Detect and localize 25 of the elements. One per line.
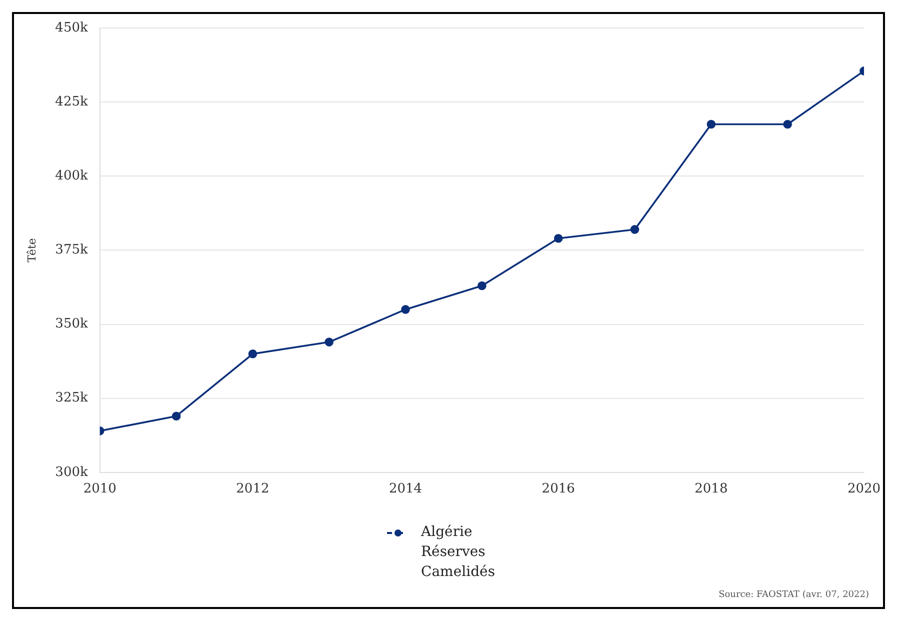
point — [630, 225, 640, 234]
point — [248, 349, 258, 358]
y-tick-label: 450k — [55, 20, 88, 36]
point — [783, 120, 792, 129]
y-axis-title: Tête — [25, 238, 38, 262]
x-tick-label: 2018 — [694, 482, 728, 497]
y-tick-label: 350k — [55, 316, 88, 332]
legend-label: Algérie Réserves Camelidés — [421, 523, 496, 582]
point — [324, 338, 334, 346]
x-tick-label: 2012 — [236, 482, 270, 497]
y-tick-label: 425k — [55, 94, 88, 110]
x-tick-label: 2014 — [388, 482, 422, 497]
point — [401, 305, 410, 314]
y-tick-label: 375k — [55, 242, 88, 258]
y-tick-label: 325k — [55, 390, 88, 406]
y-tick-label: 300k — [55, 464, 88, 480]
point — [554, 234, 563, 243]
x-tick-label: 2010 — [83, 482, 116, 497]
point — [172, 412, 181, 421]
source-note: Source: FAOSTAT (avr. 07, 2022) — [718, 590, 869, 600]
point — [478, 281, 486, 290]
x-tick-label: 2020 — [847, 482, 881, 497]
point — [706, 120, 716, 129]
y-tick-label: 400k — [55, 168, 88, 184]
x-tick-label: 2016 — [542, 482, 575, 497]
